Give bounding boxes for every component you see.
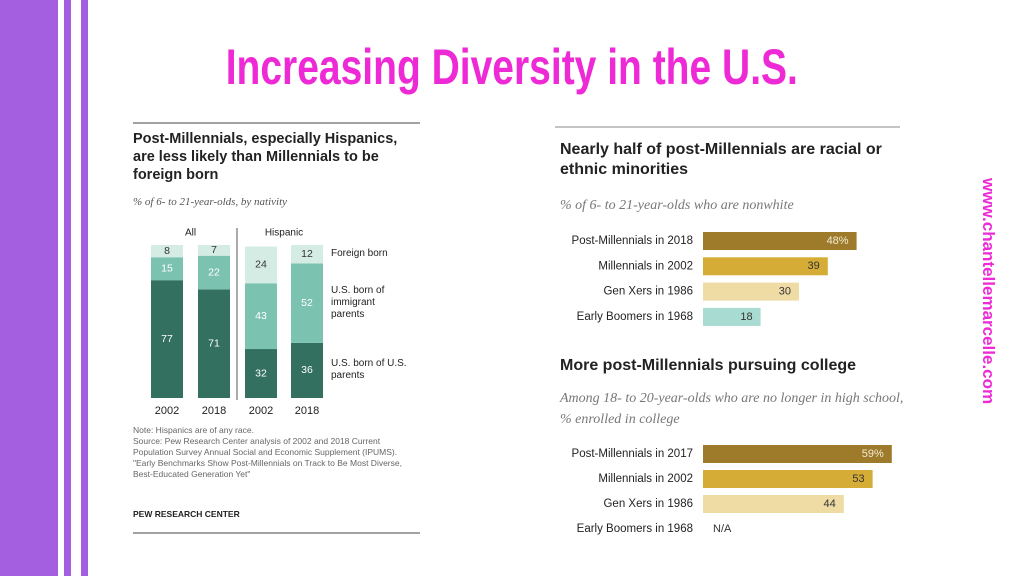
group-label: Hispanic (265, 228, 303, 239)
credit: PEW RESEARCH CENTER (133, 509, 240, 519)
bar-segment (291, 263, 323, 343)
bar (703, 445, 892, 463)
value-label: 30 (779, 286, 791, 298)
value-label: 71 (208, 337, 220, 349)
bar (703, 232, 857, 250)
value-label: 36 (301, 364, 313, 376)
value-label: 44 (824, 498, 836, 510)
category-label: Millennials in 2002 (598, 260, 693, 272)
value-label: 7 (211, 244, 217, 256)
value-label: 22 (208, 266, 220, 278)
bar (703, 470, 873, 488)
value-label: 18 (740, 311, 752, 323)
bar-segment (245, 349, 277, 398)
category-label: Post-Millennials in 2018 (572, 235, 693, 247)
value-label: N/A (713, 523, 732, 535)
legend-label: U.S. born of U.S. parents (331, 358, 407, 382)
bar-segment (151, 280, 183, 398)
bar (703, 282, 799, 301)
chart-title: Nearly half of post-Millennials are raci… (560, 141, 882, 178)
chart-subtitle: % of 6- to 21-year-olds who are nonwhite (560, 198, 794, 213)
value-label: 15 (161, 262, 173, 274)
website: www.chantellemarcelle.com (979, 178, 998, 405)
value-label: 77 (161, 333, 173, 345)
bar-segment (245, 283, 277, 350)
bar-segment (198, 289, 230, 398)
notes: Note: Hispanics are of any race. Source: … (133, 425, 418, 480)
category-label: Gen Xers in 1986 (603, 498, 693, 510)
bar (703, 257, 828, 276)
value-label: 59% (862, 448, 884, 460)
value-label: 52 (301, 297, 313, 309)
side-stripe (81, 0, 88, 576)
value-label: 32 (255, 367, 267, 379)
category-label: Early Boomers in 1968 (577, 523, 693, 535)
group-label: All (185, 228, 196, 239)
side-band (0, 0, 58, 576)
bar-segment (151, 245, 183, 258)
category-label: Millennials in 2002 (598, 473, 693, 485)
side-stripe (64, 0, 71, 576)
bar-segment (198, 255, 230, 290)
bar-segment (245, 246, 277, 284)
category-label: Early Boomers in 1968 (577, 311, 693, 323)
x-tick-label: 2018 (202, 405, 226, 417)
bar-segment (291, 245, 323, 264)
slide-title: Increasing Diversity in the U.S. (225, 39, 799, 95)
x-tick-label: 2018 (295, 405, 319, 417)
bar (703, 307, 761, 326)
bar-segment (198, 245, 230, 256)
legend-label: U.S. born of immigrant parents (331, 285, 385, 321)
title-wrap: Increasing Diversity in the U.S. (0, 38, 1024, 96)
chart-subtitle: % of 6- to 21-year-olds, by nativity (133, 196, 288, 208)
x-tick-label: 2002 (155, 405, 179, 417)
value-label: 39 (808, 260, 820, 272)
chart-subtitle: Among 18- to 20-year-olds who are no lon… (560, 391, 904, 427)
bar-segment (291, 342, 323, 398)
value-label: 8 (164, 245, 170, 257)
value-label: 24 (255, 259, 267, 271)
category-label: Gen Xers in 1986 (603, 286, 693, 298)
bar (703, 495, 844, 513)
value-label: 12 (301, 248, 313, 260)
legend-label: Foreign born (331, 248, 388, 260)
value-label: 53 (852, 473, 864, 485)
value-label: 48% (827, 235, 849, 247)
chart-title: More post-Millennials pursuing college (560, 357, 857, 374)
category-label: Post-Millennials in 2017 (572, 448, 693, 460)
value-label: 43 (255, 310, 267, 322)
note: Note: Hispanics are of any race. (133, 425, 254, 435)
note: "Early Benchmarks Show Post-Millennials … (133, 458, 402, 479)
bar-segment (151, 257, 183, 281)
chart-title: Post-Millennials, especially Hispanics, … (133, 131, 398, 183)
note: Source: Pew Research Center analysis of … (133, 436, 398, 457)
x-tick-label: 2002 (249, 405, 273, 417)
